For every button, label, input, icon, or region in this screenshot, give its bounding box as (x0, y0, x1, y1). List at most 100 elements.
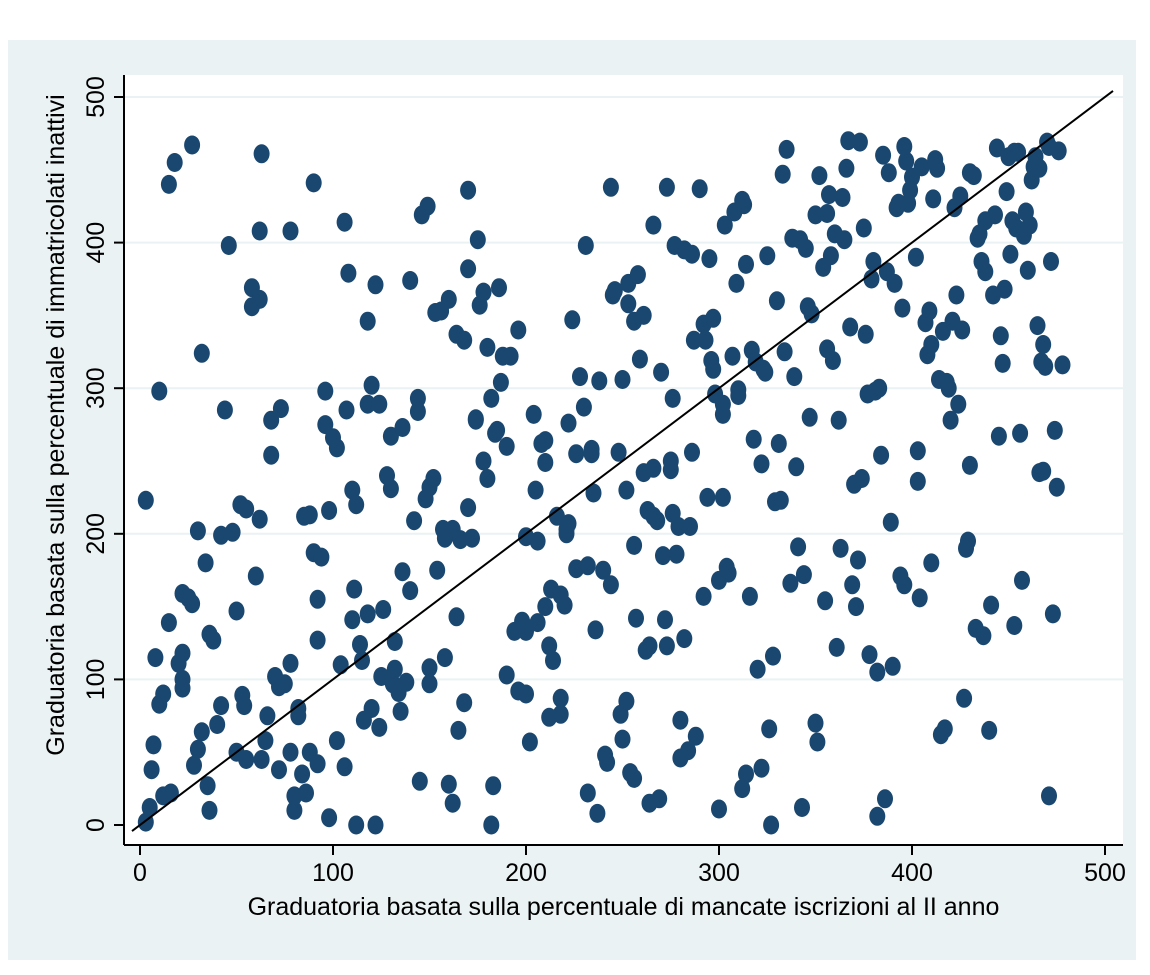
point-63 (282, 742, 299, 762)
point-6 (141, 798, 158, 817)
point-189 (537, 597, 554, 617)
point-458 (1044, 604, 1061, 624)
point-252 (657, 610, 673, 630)
point-457 (1043, 252, 1059, 271)
point-356 (851, 132, 868, 152)
point-213 (585, 483, 602, 503)
point-54 (259, 706, 276, 726)
point-417 (965, 166, 982, 186)
point-428 (987, 205, 1003, 225)
point-396 (925, 189, 942, 209)
point-205 (568, 444, 585, 464)
point-65 (286, 800, 303, 820)
point-61 (276, 674, 293, 694)
point-298 (738, 764, 754, 784)
point-173 (502, 346, 519, 366)
point-38 (228, 601, 245, 621)
point-244 (641, 636, 658, 656)
point-71 (298, 783, 314, 803)
point-390 (913, 157, 930, 177)
scatter-points (137, 131, 1071, 835)
point-290 (724, 346, 741, 366)
point-91 (340, 263, 357, 283)
point-352 (844, 575, 861, 595)
point-185 (529, 613, 546, 633)
point-21 (174, 678, 191, 698)
point-4 (143, 760, 160, 780)
point-191 (541, 636, 558, 656)
point-405 (942, 410, 959, 430)
point-121 (398, 672, 415, 692)
point-398 (929, 158, 946, 178)
point-85 (328, 438, 345, 458)
point-131 (421, 658, 438, 678)
point-195 (552, 688, 569, 708)
point-37 (224, 522, 241, 542)
point-31 (205, 630, 222, 650)
point-73 (301, 505, 318, 525)
point-11 (166, 153, 183, 172)
point-163 (483, 815, 500, 835)
point-104 (363, 375, 380, 395)
point-143 (444, 793, 461, 813)
point-132 (421, 674, 438, 694)
point-151 (460, 498, 477, 518)
point-19 (174, 643, 191, 663)
point-368 (873, 445, 890, 465)
point-188 (537, 453, 554, 472)
point-453 (1035, 335, 1052, 354)
point-388 (909, 441, 926, 461)
point-276 (699, 487, 716, 507)
point-172 (498, 436, 515, 456)
point-171 (498, 665, 515, 685)
point-182 (525, 404, 542, 424)
point-226 (614, 729, 631, 749)
point-212 (583, 439, 600, 459)
point-116 (386, 632, 403, 651)
point-286 (714, 394, 731, 414)
point-93 (344, 610, 361, 630)
point-60 (272, 399, 289, 419)
point-246 (645, 215, 662, 235)
point-310 (761, 719, 778, 739)
point-36 (220, 236, 237, 255)
point-346 (832, 538, 849, 558)
point-339 (819, 204, 836, 223)
point-330 (801, 407, 818, 427)
point-113 (382, 479, 399, 499)
point-24 (189, 521, 206, 541)
point-434 (998, 182, 1015, 202)
point-149 (456, 330, 473, 350)
point-239 (635, 305, 652, 325)
point-282 (711, 799, 727, 819)
point-263 (672, 710, 689, 730)
point-328 (797, 238, 814, 258)
point-51 (253, 750, 270, 769)
point-300 (741, 586, 758, 606)
point-86 (328, 731, 345, 751)
point-266 (680, 741, 697, 761)
point-90 (338, 400, 355, 420)
point-62 (282, 653, 299, 673)
point-122 (402, 581, 419, 601)
point-112 (382, 426, 399, 446)
point-314 (768, 291, 785, 311)
point-319 (778, 139, 795, 159)
point-272 (691, 179, 708, 199)
y-tick-label-5: 500 (82, 76, 110, 118)
point-81 (317, 381, 334, 401)
point-422 (975, 626, 992, 646)
point-235 (626, 768, 643, 788)
point-77 (309, 754, 326, 774)
point-264 (676, 629, 693, 649)
point-304 (749, 659, 766, 679)
point-333 (807, 205, 824, 225)
point-25 (193, 343, 210, 363)
point-296 (734, 779, 751, 799)
point-228 (618, 691, 635, 711)
x-tick-label-2: 200 (505, 859, 547, 887)
point-206 (572, 367, 588, 387)
point-126 (409, 388, 426, 408)
